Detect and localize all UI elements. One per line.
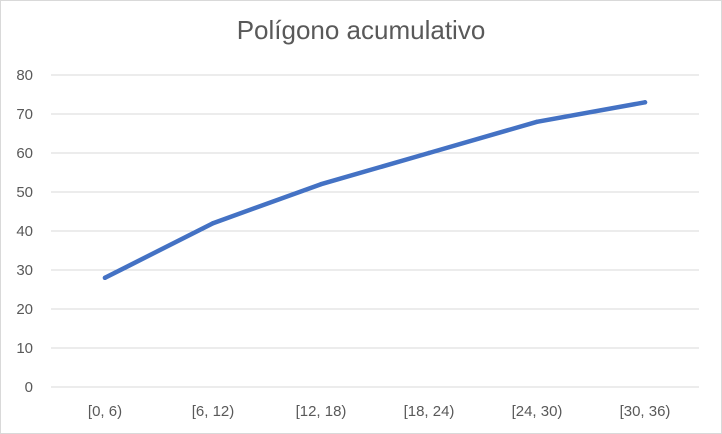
data-point: [534, 119, 540, 125]
y-tick-label: 0: [25, 379, 33, 396]
y-tick-label: 80: [16, 67, 33, 84]
y-tick-label: 50: [16, 184, 33, 201]
y-tick-label: 10: [16, 340, 33, 357]
data-point: [426, 150, 432, 156]
data-point: [210, 221, 216, 226]
y-tick-label: 60: [16, 145, 33, 162]
data-point: [102, 275, 108, 280]
x-tick-label: [12, 18): [296, 403, 347, 420]
chart-title: Polígono acumulativo: [236, 15, 486, 45]
x-tick-label: [24, 30): [512, 403, 563, 420]
y-tick-label: 20: [16, 301, 33, 318]
gridlines: [51, 74, 699, 388]
data-point: [318, 182, 324, 187]
x-tick-label: [6, 12): [192, 403, 235, 420]
series-line: [102, 100, 648, 281]
y-tick-label: 30: [16, 262, 33, 279]
x-tick-label: [30, 36): [620, 403, 671, 420]
y-tick-label: 40: [16, 223, 33, 240]
x-tick-label: [0, 6): [88, 403, 122, 420]
data-point: [642, 100, 648, 105]
series-layer: [102, 100, 648, 281]
y-axis-tick-labels: 0 10 20 30 40 50 60 70 80: [16, 67, 33, 396]
y-tick-label: 70: [16, 106, 33, 123]
x-tick-label: [18, 24): [404, 403, 455, 420]
x-axis-tick-labels: [0, 6) [6, 12) [12, 18) [18, 24) [24, 30) [30…: [88, 403, 671, 420]
